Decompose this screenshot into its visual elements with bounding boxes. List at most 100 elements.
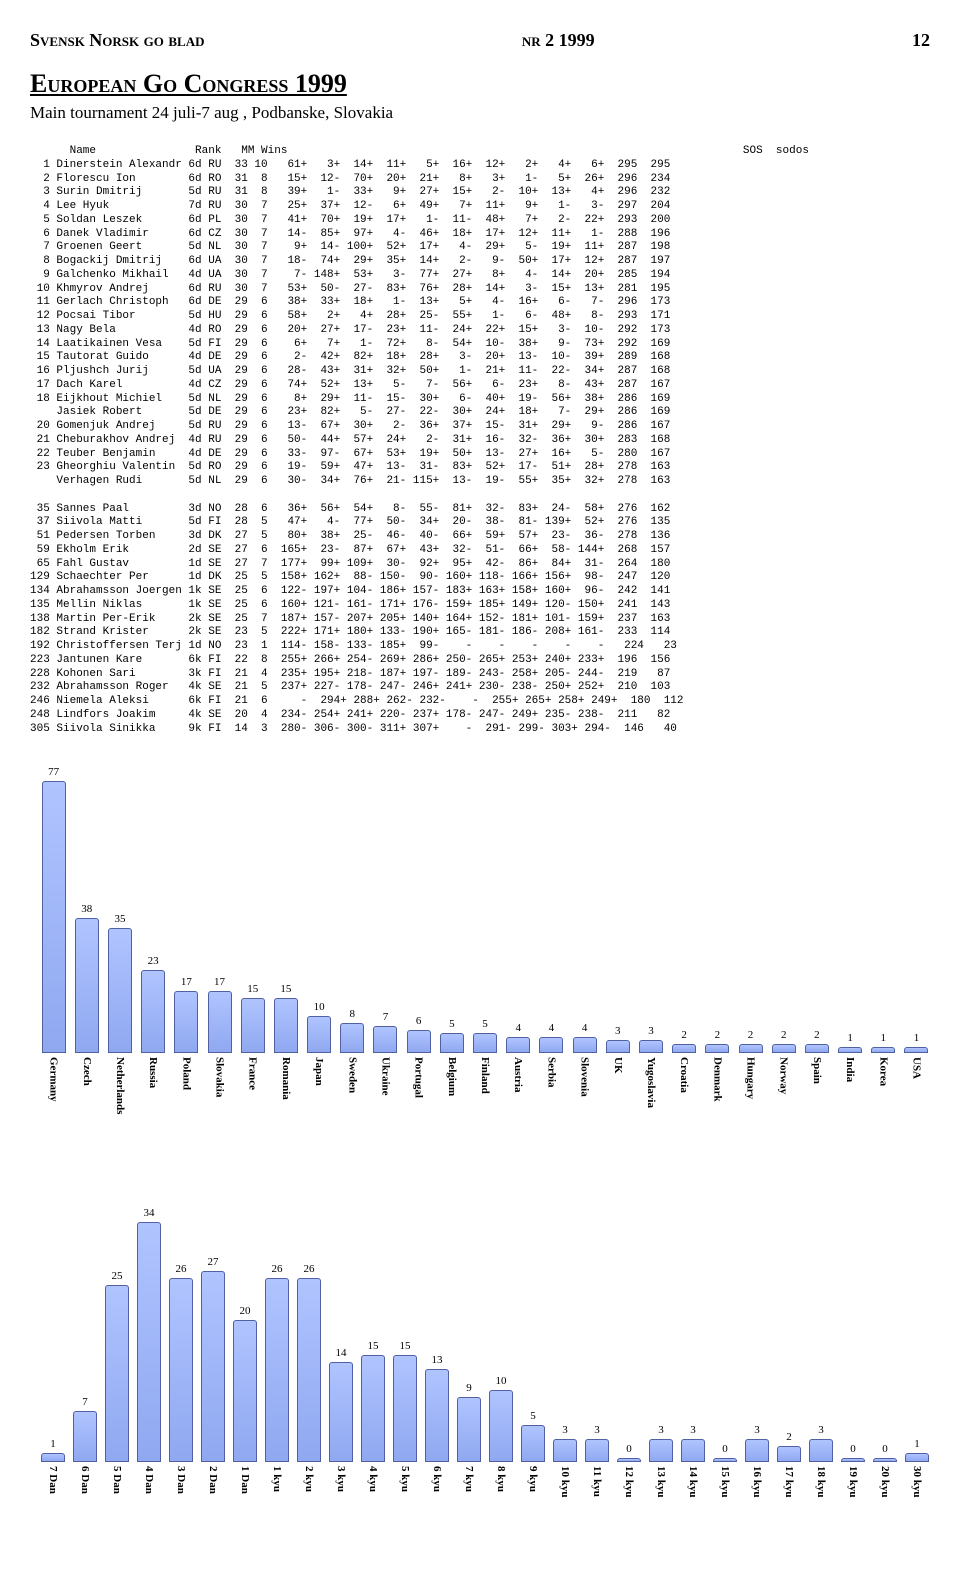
chart-bar: 130 kyu — [904, 1438, 930, 1546]
bar-value-label: 15 — [400, 1340, 411, 1352]
bar-category-label: 19 kyu — [847, 1466, 859, 1546]
bar-rect — [440, 1033, 464, 1053]
bar-rect — [553, 1439, 577, 1462]
bar-rect — [617, 1458, 641, 1462]
bar-category-label: Ukraine — [379, 1057, 391, 1137]
bar-rect — [573, 1037, 597, 1053]
header-page-number: 12 — [912, 30, 930, 51]
bar-value-label: 26 — [272, 1263, 283, 1275]
bar-category-label: Russia — [147, 1057, 159, 1137]
bar-value-label: 4 — [515, 1022, 521, 1034]
chart-bar: 6Portugal — [405, 1015, 432, 1137]
bar-category-label: Austria — [512, 1057, 524, 1137]
bar-category-label: 13 kyu — [655, 1466, 667, 1546]
bar-category-label: Norway — [778, 1057, 790, 1137]
bar-rect — [506, 1037, 530, 1053]
bar-value-label: 3 — [658, 1424, 664, 1436]
chart-bar: 318 kyu — [808, 1424, 834, 1546]
bar-category-label: 11 kyu — [591, 1466, 603, 1546]
bar-rect — [739, 1044, 763, 1053]
chart-bar: 2 Denmark — [704, 1029, 731, 1137]
bar-category-label: 6 Dan — [79, 1466, 91, 1546]
chart-bar: 15France — [239, 983, 266, 1137]
chart-bar: 59 kyu — [520, 1410, 546, 1546]
bar-value-label: 3 — [818, 1424, 824, 1436]
chart-bar: 4 Austria — [505, 1022, 532, 1137]
chart-bar: 2Spain — [803, 1029, 830, 1137]
bar-category-label: 2 Dan — [207, 1466, 219, 1546]
bar-value-label: 2 — [715, 1029, 721, 1041]
bar-category-label: 7 kyu — [463, 1466, 475, 1546]
bar-value-label: 4 — [549, 1022, 555, 1034]
page-header: Svensk Norsk go blad nr 2 1999 12 — [30, 30, 930, 51]
bar-category-label: India — [844, 1057, 856, 1137]
page-title: European Go Congress 1999 — [30, 69, 930, 99]
bar-rect — [489, 1390, 513, 1462]
bar-value-label: 17 — [181, 976, 192, 988]
bar-category-label: USA — [910, 1057, 922, 1137]
bar-rect — [841, 1458, 865, 1462]
bar-rect — [241, 998, 265, 1053]
chart-bar: 5Belgium — [438, 1018, 465, 1137]
bar-value-label: 3 — [615, 1025, 621, 1037]
bar-value-label: 15 — [247, 983, 258, 995]
bar-value-label: 2 — [786, 1431, 792, 1443]
bar-value-label: 10 — [496, 1375, 507, 1387]
bar-category-label: Serbia — [545, 1057, 557, 1137]
chart-bar: 136 kyu — [424, 1354, 450, 1546]
bar-value-label: 3 — [648, 1025, 654, 1037]
bar-rect — [681, 1439, 705, 1462]
bar-value-label: 2 — [814, 1029, 820, 1041]
bar-category-label: Poland — [180, 1057, 192, 1137]
bar-value-label: 26 — [176, 1263, 187, 1275]
bar-rect — [713, 1458, 737, 1462]
bar-value-label: 2 — [681, 1029, 687, 1041]
chart-bar: 314 kyu — [680, 1424, 706, 1546]
bar-category-label: 5 Dan — [111, 1466, 123, 1546]
bar-rect — [407, 1030, 431, 1053]
bar-rect — [141, 970, 165, 1053]
bar-value-label: 1 — [50, 1438, 56, 1450]
bar-category-label: 4 Dan — [143, 1466, 155, 1546]
bar-category-label: 8 kyu — [495, 1466, 507, 1546]
bar-rect — [329, 1362, 353, 1462]
header-center: nr 2 1999 — [522, 30, 595, 51]
bar-rect — [265, 1278, 289, 1462]
bar-rect — [75, 918, 99, 1053]
bar-value-label: 2 — [748, 1029, 754, 1041]
bar-rect — [425, 1369, 449, 1462]
chart-bar: 3 13 kyu — [648, 1424, 674, 1546]
bar-rect — [805, 1044, 829, 1053]
bar-category-label: Denmark — [711, 1057, 723, 1137]
bar-value-label: 7 — [383, 1011, 389, 1023]
chart-bar: 15Romania — [272, 983, 299, 1137]
chart-bar: 17 Poland — [173, 976, 200, 1137]
bar-value-label: 20 — [240, 1305, 251, 1317]
bar-value-label: 0 — [850, 1443, 856, 1455]
bar-category-label: Slovakia — [214, 1057, 226, 1137]
bar-rect — [169, 1278, 193, 1462]
bar-rect — [307, 1016, 331, 1053]
bar-category-label: Czech — [81, 1057, 93, 1137]
chart-bar: 10Japan — [306, 1001, 333, 1137]
bar-rect — [297, 1278, 321, 1462]
bar-value-label: 15 — [280, 983, 291, 995]
bar-value-label: 3 — [690, 1424, 696, 1436]
bar-rect — [905, 1453, 929, 1462]
chart-bar: 4Slovenia — [571, 1022, 598, 1137]
bar-rect — [105, 1285, 129, 1462]
bar-rect — [649, 1439, 673, 1462]
bar-value-label: 5 — [530, 1410, 536, 1422]
chart-bar: 4 Serbia — [538, 1022, 565, 1137]
chart-bar: 1India — [837, 1032, 864, 1137]
bar-value-label: 0 — [722, 1443, 728, 1455]
rank-chart: 17 Dan76 Dan255 Dan344 Dan263 Dan272 Dan… — [30, 1207, 930, 1546]
chart-bar: 015 kyu — [712, 1443, 738, 1546]
bar-category-label: 1 Dan — [239, 1466, 251, 1546]
chart-bar: 2 Norway — [770, 1029, 797, 1137]
bar-value-label: 8 — [350, 1008, 356, 1020]
bar-value-label: 35 — [114, 913, 125, 925]
chart-bar: 3UK — [604, 1025, 631, 1137]
bar-rect — [108, 928, 132, 1053]
bar-value-label: 2 — [781, 1029, 787, 1041]
